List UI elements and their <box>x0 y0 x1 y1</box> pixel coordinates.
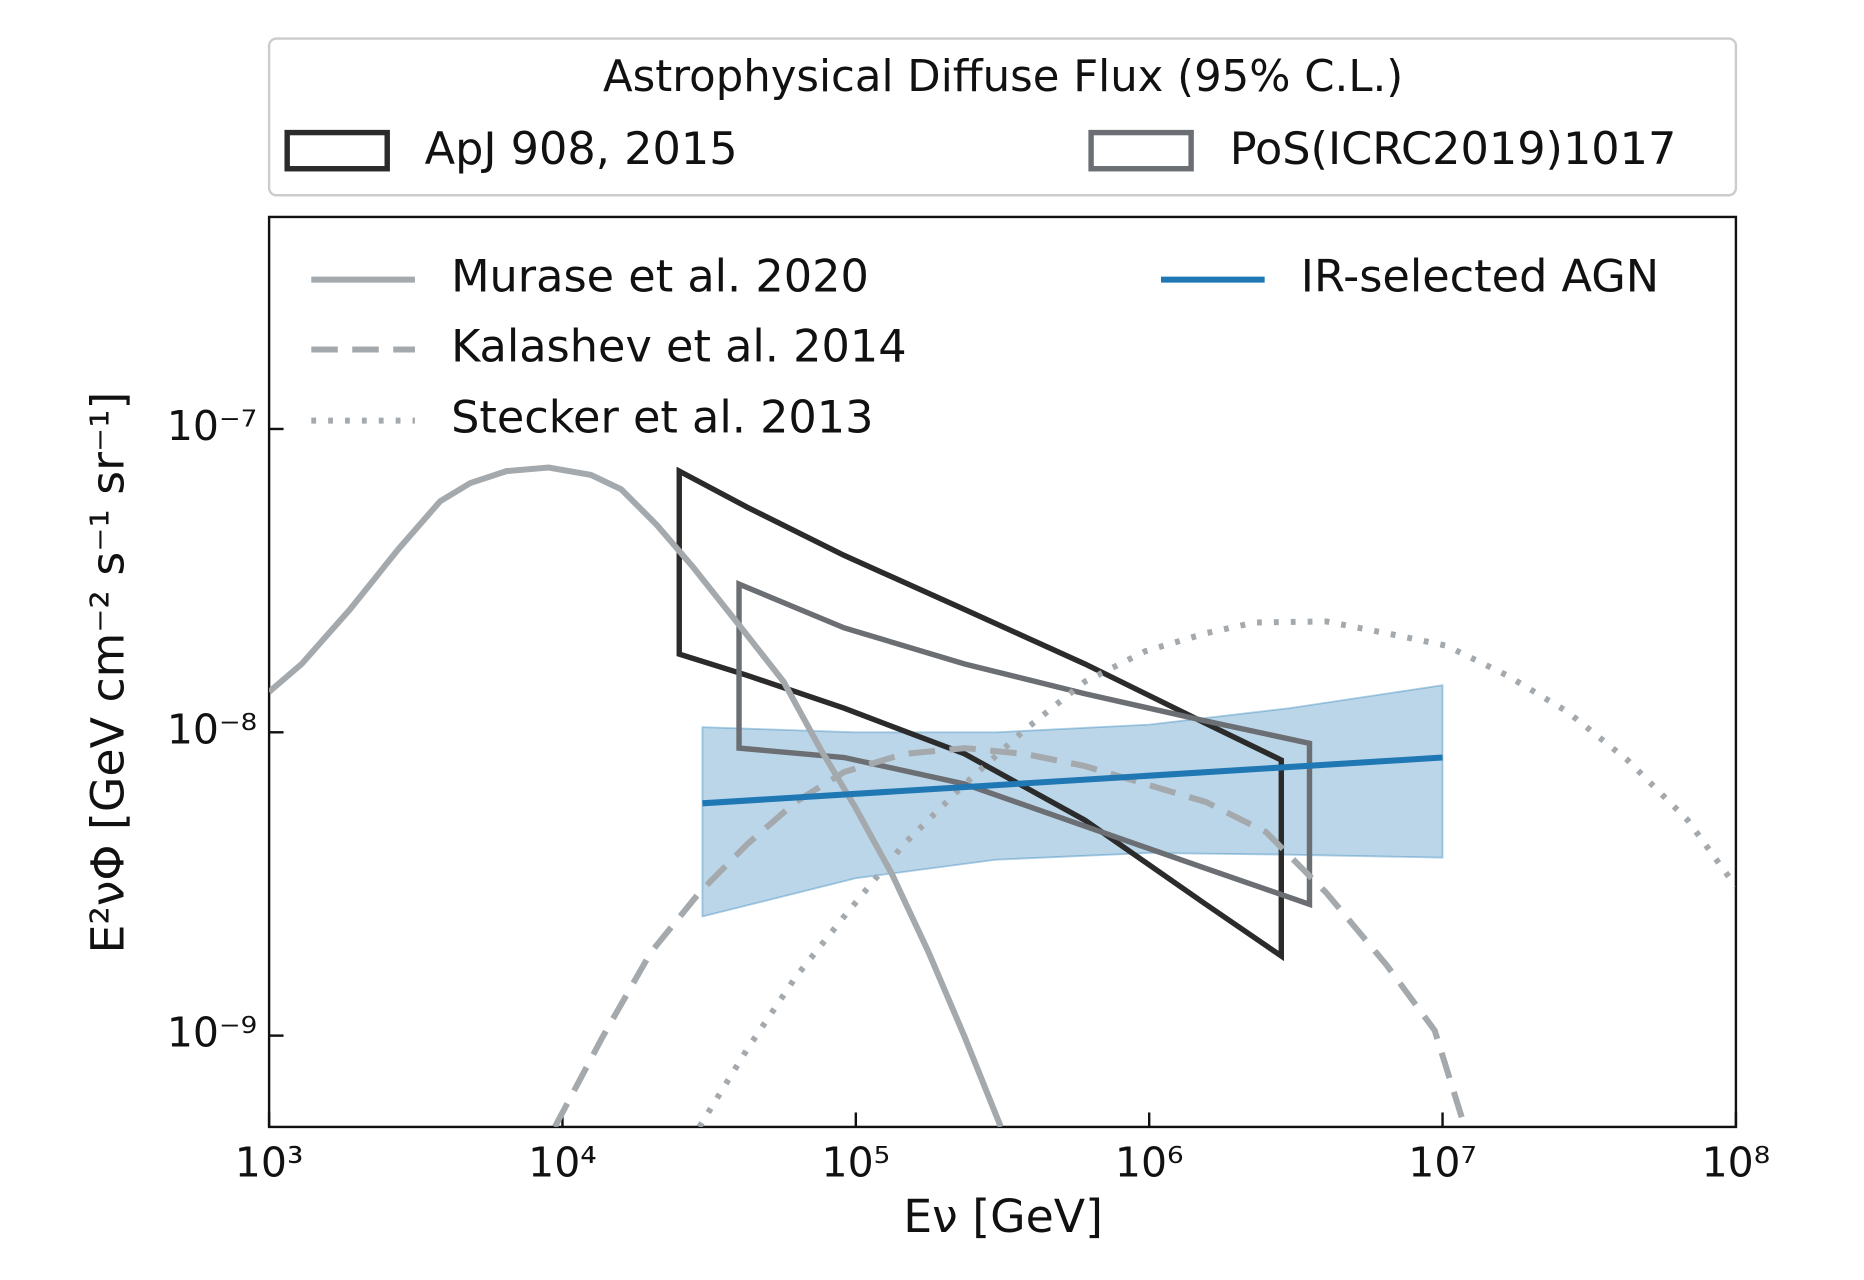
legend-label: ApJ 908, 2015 <box>425 123 738 175</box>
x-tick-label: 10³ <box>235 1138 304 1186</box>
series-line <box>702 754 1443 807</box>
y-tick-label: 10⁻⁹ <box>167 1009 257 1057</box>
x-tick-label: 10⁴ <box>528 1138 597 1186</box>
legend-label: Murase et al. 2020 <box>451 251 869 303</box>
plot-frame <box>267 215 1738 1129</box>
region-outline <box>736 580 1313 909</box>
legend-title: Astrophysical Diffuse Flux (95% C.L.) <box>603 52 1403 102</box>
band <box>701 684 1444 918</box>
legend-label: PoS(ICRC2019)1017 <box>1230 123 1677 175</box>
legend-label: IR-selected AGN <box>1301 251 1659 303</box>
region-outline <box>676 466 1284 962</box>
x-tick-label: 10⁸ <box>1702 1138 1771 1186</box>
x-tick-label: 10⁵ <box>822 1138 891 1186</box>
x-axis-label: Eν [GeV] <box>903 1189 1103 1243</box>
y-tick-label: 10⁻⁷ <box>167 402 257 450</box>
legend-swatch <box>1088 129 1194 172</box>
legend-swatch <box>284 129 390 172</box>
y-tick-label: 10⁻⁸ <box>167 705 257 753</box>
legend-label: Kalashev et al. 2014 <box>451 321 906 373</box>
x-tick-label: 10⁶ <box>1115 1138 1184 1186</box>
x-tick-label: 10⁷ <box>1408 1138 1477 1186</box>
legend-label: Stecker et al. 2013 <box>451 392 873 444</box>
y-axis-label: E²νΦ [GeV cm⁻² s⁻¹ sr⁻¹] <box>81 392 135 954</box>
series-line <box>696 618 1736 1127</box>
legend-box <box>267 37 1738 197</box>
series-line <box>552 745 1468 1127</box>
